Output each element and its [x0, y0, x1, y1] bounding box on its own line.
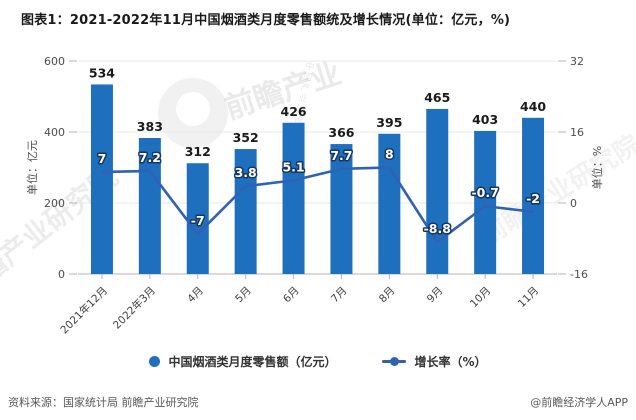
line-value-label: -7 [191, 213, 205, 228]
legend: 中国烟酒类月度零售额（亿元） 增长率（%） [0, 353, 636, 370]
left-axis-tick-label: 0 [58, 268, 65, 281]
right-axis-tick-label: 0 [570, 197, 577, 210]
bar [90, 84, 113, 275]
x-axis-label: 11月 [516, 285, 541, 310]
right-axis-tick-label: 32 [570, 55, 584, 68]
bar-value-label: 352 [233, 130, 259, 145]
left-axis-title: 单位：亿元 [25, 140, 39, 195]
bar [234, 149, 257, 274]
bar-value-label: 465 [424, 90, 450, 105]
legend-item-retail: 中国烟酒类月度零售额（亿元） [149, 353, 336, 370]
x-axis-label: 7月 [329, 285, 350, 306]
bar-value-label: 426 [281, 104, 307, 119]
bar [282, 122, 305, 275]
bar-value-label: 403 [472, 112, 498, 127]
left-axis-tick-label: 200 [44, 197, 65, 210]
x-axis-label: 6月 [281, 285, 302, 306]
line-value-label: 5.1 [282, 159, 304, 174]
line-value-label: -8.8 [424, 221, 451, 236]
legend-label-growth: 增长率（%） [414, 355, 487, 369]
bar-value-label: 395 [376, 115, 402, 130]
legend-item-growth: 增长率（%） [382, 353, 487, 370]
bar [474, 130, 497, 274]
x-axis-label: 2021年12月 [58, 284, 110, 336]
left-axis-tick-label: 600 [44, 55, 65, 68]
left-axis-tick-label: 400 [44, 126, 65, 139]
x-axis-label: 4月 [185, 285, 206, 306]
bar [426, 108, 449, 274]
x-axis-label: 5月 [233, 285, 254, 306]
line-value-label: 7.2 [139, 150, 161, 165]
bar-value-label: 534 [89, 65, 115, 80]
bar [330, 144, 353, 274]
legend-label-retail: 中国烟酒类月度零售额（亿元） [168, 355, 337, 369]
right-axis-tick-label: 16 [570, 126, 584, 139]
line-series-marker-icon [382, 357, 407, 366]
x-axis-label: 9月 [425, 285, 446, 306]
right-axis-tick-label: -16 [570, 268, 588, 281]
bar-value-label: 312 [185, 144, 211, 159]
line-value-label: -2 [526, 191, 540, 206]
bar-value-label: 440 [520, 99, 546, 114]
credit-text: @前瞻经济学人APP [530, 396, 628, 409]
bar [522, 117, 545, 274]
bar-value-label: 383 [137, 119, 163, 134]
line-value-label: -0.7 [471, 185, 498, 200]
right-axis-title: 单位：% [590, 146, 604, 189]
bar-series-marker-icon [149, 356, 161, 367]
line-value-label: 8 [385, 147, 394, 162]
line-value-label: 7 [98, 151, 107, 166]
x-axis-label: 2022年3月 [110, 284, 158, 332]
x-axis-label: 8月 [377, 285, 398, 306]
bar [186, 163, 209, 274]
line-value-label: 7.7 [330, 148, 352, 163]
growth-line [100, 166, 535, 244]
line-value-label: 3.8 [235, 165, 257, 180]
bar-value-label: 366 [328, 125, 354, 140]
x-axis-label: 10月 [468, 285, 493, 310]
chart-title: 图表1：2021-2022年11月中国烟酒类月度零售额统及增长情况(单位：亿元，… [21, 13, 511, 28]
data-source-text: 资料来源：国家统计局 前瞻产业研究院 [8, 396, 199, 409]
